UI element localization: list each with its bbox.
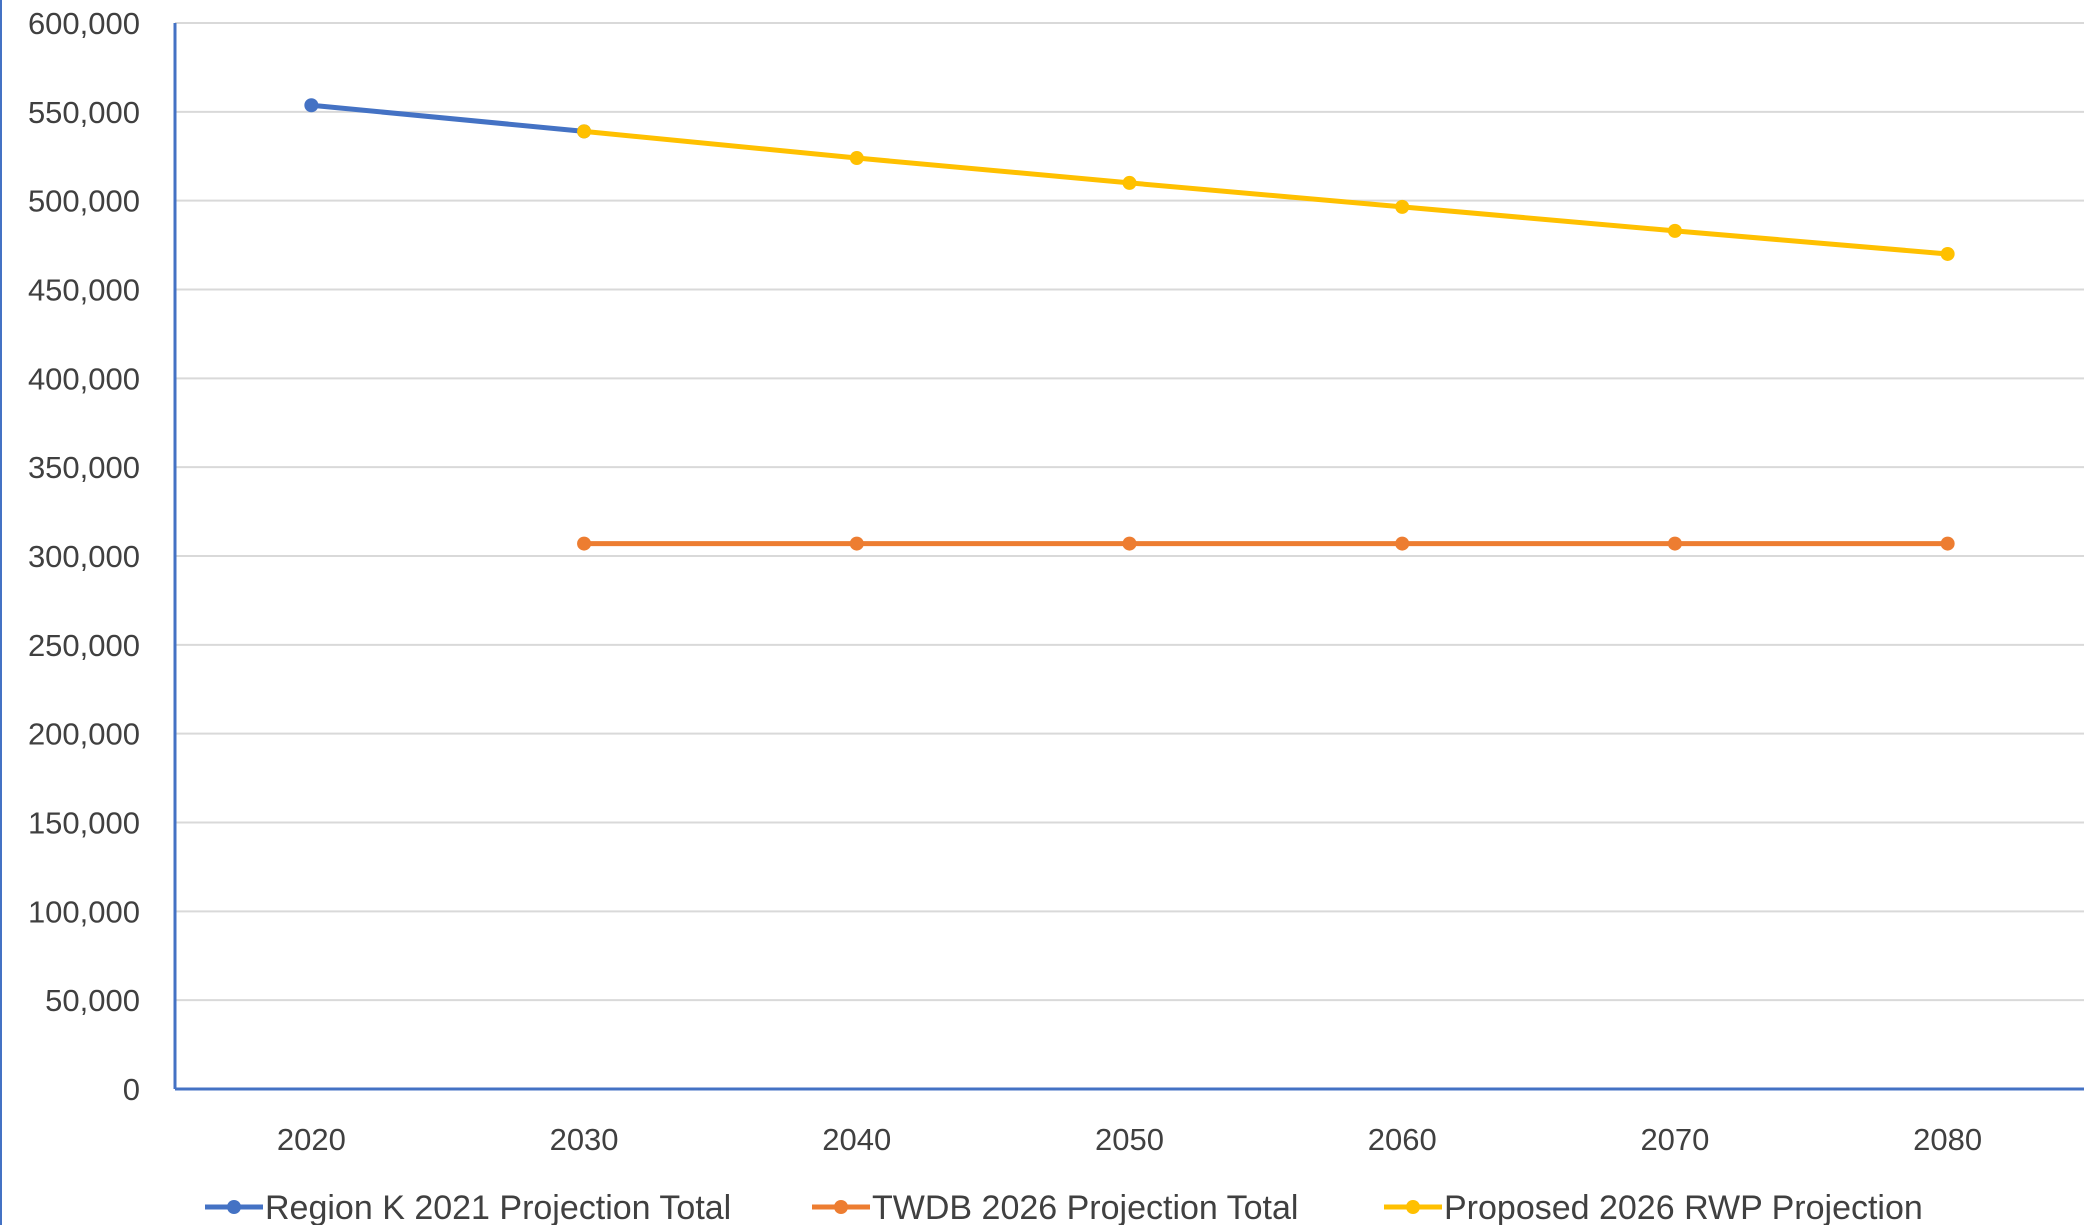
data-point — [1940, 246, 1955, 261]
x-tick-label: 2070 — [1640, 1122, 1709, 1157]
series-group — [577, 536, 1955, 551]
y-tick-label: 0 — [123, 1072, 140, 1107]
series-group — [577, 124, 1955, 261]
legend-label: Region K 2021 Projection Total — [265, 1189, 731, 1225]
y-tick-label: 350,000 — [28, 450, 140, 485]
legend-marker — [227, 1200, 241, 1214]
y-tick-label: 50,000 — [45, 983, 140, 1018]
y-tick-label: 450,000 — [28, 273, 140, 308]
x-axis-tick-labels: 2020 2030 2040 2050 2060 2070 2080 — [277, 1122, 1982, 1157]
legend-entry: Region K 2021 Projection Total — [205, 1189, 731, 1225]
x-tick-label: 2050 — [1095, 1122, 1164, 1157]
y-tick-label: 100,000 — [28, 894, 140, 929]
data-point — [304, 98, 319, 113]
legend-entry: TWDB 2026 Projection Total — [812, 1189, 1298, 1225]
y-tick-label: 400,000 — [28, 361, 140, 396]
data-point — [1667, 536, 1682, 551]
x-tick-label: 2030 — [550, 1122, 619, 1157]
data-point — [1122, 175, 1137, 190]
legend: Region K 2021 Projection Total TWDB 2026 … — [205, 1189, 1923, 1225]
series-line — [581, 128, 1951, 257]
x-tick-label: 2060 — [1368, 1122, 1437, 1157]
data-point — [1940, 536, 1955, 551]
series-group — [304, 98, 592, 139]
x-tick-label: 2020 — [277, 1122, 346, 1157]
y-tick-label: 250,000 — [28, 628, 140, 663]
data-point — [1395, 536, 1410, 551]
series — [304, 98, 1955, 551]
data-point — [1122, 536, 1137, 551]
data-point — [849, 151, 864, 166]
data-point — [1395, 199, 1410, 214]
x-tick-label: 2040 — [822, 1122, 891, 1157]
legend-marker — [834, 1200, 848, 1214]
data-point — [1667, 223, 1682, 238]
y-tick-label: 550,000 — [28, 95, 140, 130]
data-point — [849, 536, 864, 551]
axes — [173, 23, 2084, 1091]
legend-label: TWDB 2026 Projection Total — [872, 1189, 1298, 1225]
legend-label: Proposed 2026 RWP Projection — [1444, 1189, 1923, 1225]
data-point — [577, 124, 592, 139]
legend-marker — [1406, 1200, 1420, 1214]
y-tick-label: 500,000 — [28, 184, 140, 219]
series-line — [308, 102, 587, 134]
y-tick-label: 150,000 — [28, 806, 140, 841]
gridlines — [175, 22, 2084, 1002]
y-tick-label: 300,000 — [28, 539, 140, 574]
y-axis-tick-labels: 0 50,000 100,000 150,000 200,000 250,000 300,0… — [28, 6, 140, 1107]
left-border — [0, 0, 2, 1225]
data-point — [577, 536, 592, 551]
legend-entry: Proposed 2026 RWP Projection — [1384, 1189, 1923, 1225]
y-tick-label: 200,000 — [28, 717, 140, 752]
x-tick-label: 2080 — [1913, 1122, 1982, 1157]
y-tick-label: 600,000 — [28, 6, 140, 41]
